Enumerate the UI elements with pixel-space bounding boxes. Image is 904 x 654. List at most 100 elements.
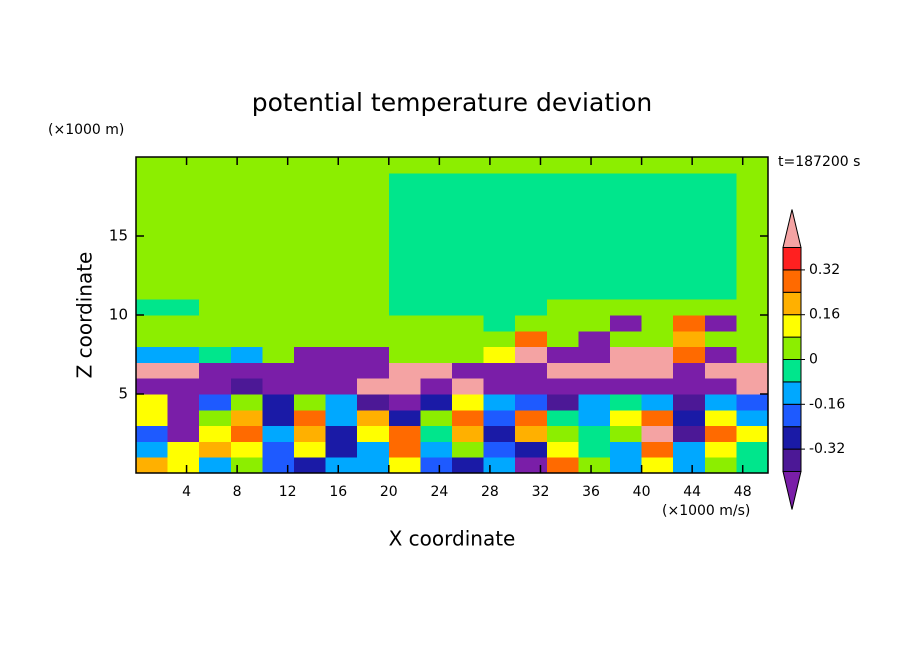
- contour-cell: [673, 378, 706, 395]
- contour-cell: [673, 425, 706, 442]
- contour-cell: [420, 236, 453, 253]
- contour-cell: [483, 220, 516, 237]
- contour-cell: [673, 409, 706, 427]
- contour-cell: [325, 425, 358, 442]
- contour-cell: [325, 204, 358, 221]
- contour-cell: [230, 172, 263, 190]
- contour-cell: [262, 299, 295, 316]
- contour-cell: [673, 283, 706, 300]
- contour-cell: [262, 157, 295, 174]
- contour-cell: [199, 394, 232, 411]
- contour-cell: [704, 283, 737, 300]
- contour-cell: [704, 220, 737, 237]
- contour-cell: [230, 220, 263, 237]
- contour-cell: [357, 204, 390, 221]
- contour-cell: [452, 315, 485, 332]
- contour-cell: [136, 378, 169, 395]
- contour-cell: [610, 220, 643, 237]
- colorbar-tick-label: -0.16: [809, 396, 845, 412]
- contour-cell: [546, 330, 579, 348]
- contour-cell: [388, 457, 421, 474]
- y-axis-label: Z coordinate: [73, 252, 97, 379]
- contour-cell: [704, 236, 737, 253]
- contour-cell: [610, 378, 643, 395]
- contour-cell: [515, 204, 548, 221]
- contour-cell: [230, 236, 263, 253]
- contour-cell: [483, 236, 516, 253]
- contour-cell: [483, 409, 516, 427]
- contour-cell: [673, 220, 706, 237]
- contour-cell: [704, 346, 737, 363]
- contour-cell: [388, 172, 421, 190]
- contour-cell: [736, 409, 769, 427]
- contour-cell: [388, 267, 421, 284]
- contour-cell: [388, 394, 421, 411]
- contour-cell: [294, 457, 327, 474]
- colorbar-tick-label: 0: [809, 352, 818, 368]
- contour-cell: [578, 283, 611, 300]
- contour-cell: [294, 172, 327, 190]
- contour-cell: [610, 441, 643, 458]
- contour-cell: [294, 362, 327, 379]
- contour-cell: [673, 441, 706, 458]
- contour-cell: [546, 220, 579, 237]
- contour-cell: [483, 330, 516, 348]
- contour-cell: [388, 330, 421, 348]
- colorbar-triangle: [782, 209, 802, 248]
- contour-cell: [199, 236, 232, 253]
- contour-cell: [388, 378, 421, 395]
- contour-cell: [452, 299, 485, 316]
- contour-cell: [167, 283, 200, 300]
- contour-cell: [167, 346, 200, 363]
- colorbar-box: [782, 291, 802, 316]
- contour-cell: [199, 457, 232, 474]
- contour-cell: [294, 425, 327, 442]
- contour-cell: [388, 409, 421, 427]
- contour-cell: [736, 378, 769, 395]
- contour-cell: [610, 425, 643, 442]
- contour-cell: [578, 236, 611, 253]
- contour-cell: [673, 394, 706, 411]
- contour-cell: [420, 299, 453, 316]
- y-tick-label: 15: [109, 227, 128, 245]
- contour-cell: [420, 457, 453, 474]
- contour-cell: [262, 251, 295, 269]
- contour-cell: [230, 330, 263, 348]
- contour-cell: [578, 394, 611, 411]
- contour-cell: [704, 204, 737, 221]
- contour-cell: [357, 425, 390, 442]
- contour-cell: [483, 362, 516, 379]
- contour-cell: [136, 204, 169, 221]
- contour-cell: [704, 362, 737, 379]
- x-tick-label: 36: [582, 484, 600, 500]
- contour-cell: [578, 330, 611, 348]
- contour-cell: [673, 204, 706, 221]
- contour-cell: [578, 188, 611, 205]
- contour-cell: [136, 457, 169, 474]
- contour-cell: [610, 346, 643, 363]
- contour-cell: [325, 362, 358, 379]
- contour-cell: [357, 409, 390, 427]
- contour-cell: [420, 394, 453, 411]
- contour-cell: [546, 441, 579, 458]
- contour-cell: [167, 251, 200, 269]
- contour-cell: [199, 172, 232, 190]
- contour-cell: [736, 425, 769, 442]
- contour-cell: [294, 267, 327, 284]
- contour-cell: [325, 236, 358, 253]
- colorbar-box: [782, 448, 802, 473]
- contour-cell: [641, 362, 674, 379]
- contour-cell: [546, 315, 579, 332]
- contour-cell: [673, 346, 706, 363]
- contour-cell: [325, 330, 358, 348]
- contour-cell: [262, 315, 295, 332]
- contour-cell: [294, 220, 327, 237]
- contour-cell: [641, 220, 674, 237]
- contour-cell: [736, 157, 769, 174]
- contour-cell: [641, 236, 674, 253]
- contour-cell: [578, 315, 611, 332]
- contour-cell: [578, 251, 611, 269]
- contour-cell: [388, 441, 421, 458]
- contour-cell: [578, 409, 611, 427]
- contour-cell: [673, 157, 706, 174]
